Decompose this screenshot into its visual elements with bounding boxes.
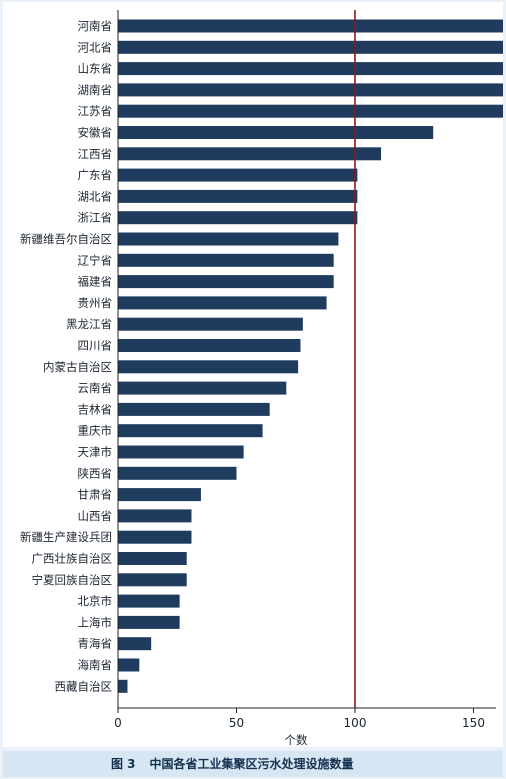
bar-31 <box>118 679 128 693</box>
category-label-25: 广西壮族自治区 <box>32 552 113 566</box>
category-label-27: 北京市 <box>78 594 113 608</box>
bar-25 <box>118 552 187 565</box>
category-label-19: 重庆市 <box>78 424 113 438</box>
category-label-29: 青海省 <box>78 637 113 651</box>
bar-7 <box>118 168 358 182</box>
category-label-31: 西藏自治区 <box>55 679 113 693</box>
category-label-9: 浙江省 <box>78 211 113 225</box>
bar-23 <box>118 509 192 523</box>
bar-chart: 河南省河北省山东省湖南省江苏省安徽省江西省广东省湖北省浙江省新疆维吾尔自治区辽宁… <box>20 10 503 747</box>
category-label-16: 内蒙古自治区 <box>43 360 112 374</box>
bar-3 <box>118 83 503 97</box>
x-tick-label-3: 150 <box>462 716 485 730</box>
bar-18 <box>118 402 270 416</box>
category-label-28: 上海市 <box>78 615 113 629</box>
bar-27 <box>118 594 180 608</box>
bar-9 <box>118 211 358 225</box>
bar-20 <box>118 445 244 459</box>
bar-5 <box>118 126 434 139</box>
category-label-15: 四川省 <box>78 339 113 353</box>
category-label-17: 云南省 <box>78 381 113 395</box>
bar-29 <box>118 637 152 651</box>
bar-10 <box>118 232 339 246</box>
figure-title: 中国各省工业集聚区污水处理设施数量 <box>149 757 354 771</box>
bar-8 <box>118 189 358 203</box>
bar-0 <box>118 19 503 33</box>
x-tick-label-0: 0 <box>114 716 122 730</box>
bar-13 <box>118 296 327 310</box>
bar-16 <box>118 360 299 374</box>
category-label-24: 新疆生产建设兵团 <box>20 530 112 544</box>
category-label-12: 福建省 <box>78 275 113 289</box>
chart-frame: 河南省河北省山东省湖南省江苏省安徽省江西省广东省湖北省浙江省新疆维吾尔自治区辽宁… <box>3 2 503 747</box>
bar-21 <box>118 466 237 480</box>
category-label-8: 湖北省 <box>78 189 113 203</box>
category-label-13: 贵州省 <box>78 296 113 310</box>
category-label-6: 江西省 <box>78 147 113 161</box>
bar-19 <box>118 424 263 438</box>
bar-30 <box>118 658 140 672</box>
category-label-4: 江苏省 <box>78 104 113 118</box>
category-label-3: 湖南省 <box>78 83 113 97</box>
category-label-7: 广东省 <box>78 168 113 182</box>
bar-17 <box>118 381 287 395</box>
bar-4 <box>118 104 503 118</box>
bar-12 <box>118 275 334 289</box>
bar-22 <box>118 488 201 502</box>
bar-1 <box>118 40 503 54</box>
category-label-23: 山西省 <box>78 509 113 523</box>
x-tick-label-2: 100 <box>344 716 367 730</box>
category-label-10: 新疆维吾尔自治区 <box>20 232 112 246</box>
x-axis-title: 个数 <box>285 733 308 747</box>
bar-2 <box>118 62 503 76</box>
category-label-5: 安徽省 <box>78 126 113 140</box>
figure-label: 图 3 <box>111 757 136 771</box>
category-label-21: 陕西省 <box>78 466 113 480</box>
category-label-26: 宁夏回族自治区 <box>32 573 113 587</box>
category-label-22: 甘肃省 <box>78 488 113 502</box>
category-label-11: 辽宁省 <box>78 253 113 267</box>
category-label-18: 吉林省 <box>78 402 113 416</box>
bar-26 <box>118 573 187 587</box>
figure-caption: 图 3 中国各省工业集聚区污水处理设施数量 <box>3 751 503 777</box>
category-label-2: 山东省 <box>78 62 113 76</box>
bar-15 <box>118 339 301 352</box>
category-label-14: 黑龙江省 <box>66 317 112 331</box>
x-tick-label-1: 50 <box>229 716 244 730</box>
category-label-30: 海南省 <box>78 658 113 672</box>
bar-6 <box>118 147 382 161</box>
category-label-1: 河北省 <box>78 40 113 54</box>
bar-28 <box>118 615 180 629</box>
bar-11 <box>118 253 334 267</box>
bar-14 <box>118 317 303 331</box>
category-label-20: 天津市 <box>78 445 113 459</box>
category-label-0: 河南省 <box>78 19 113 33</box>
bar-24 <box>118 530 192 544</box>
